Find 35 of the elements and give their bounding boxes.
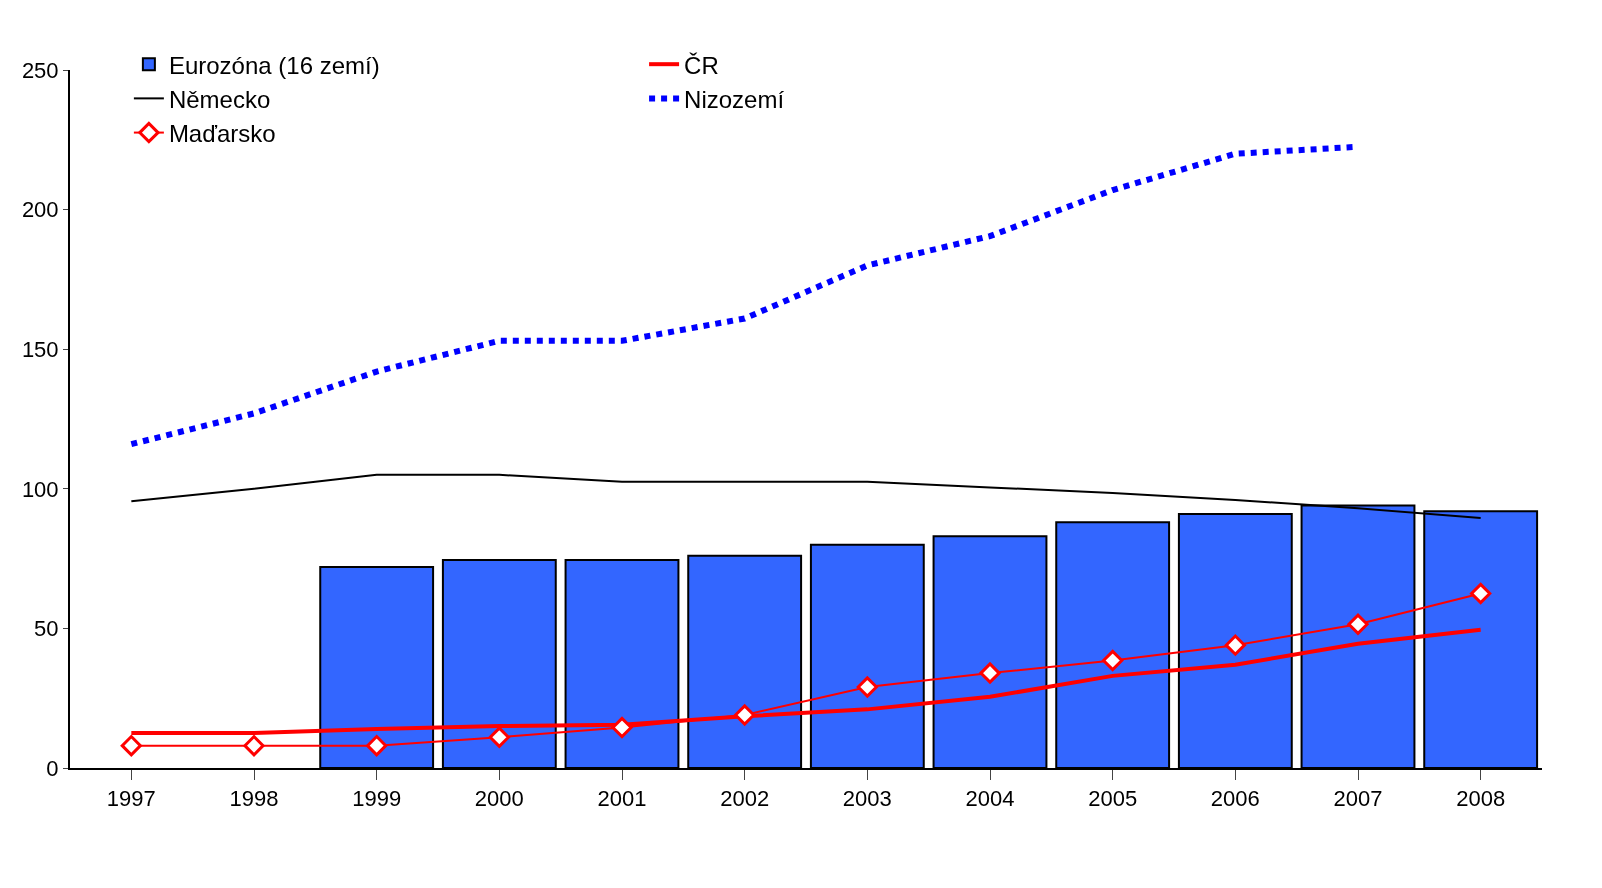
legend-label: Německo bbox=[168, 85, 271, 113]
x-tick-label: 1999 bbox=[352, 786, 402, 812]
x-tick-label: 1998 bbox=[229, 786, 279, 812]
x-tick-label: 2004 bbox=[965, 786, 1015, 812]
point bbox=[611, 716, 633, 739]
x-tick-label: 2005 bbox=[1088, 786, 1138, 812]
y-tick-label: 150 bbox=[21, 336, 59, 362]
point bbox=[734, 704, 756, 726]
x-tick-label: 2002 bbox=[720, 786, 770, 812]
point bbox=[366, 735, 388, 757]
x-tick-label: 2006 bbox=[1210, 786, 1260, 812]
point bbox=[979, 662, 1001, 684]
point bbox=[243, 735, 265, 757]
x-tick-label: 2001 bbox=[597, 786, 647, 812]
y-tick-label: 200 bbox=[21, 197, 59, 223]
point bbox=[1224, 634, 1246, 656]
point bbox=[856, 676, 878, 698]
y-tick-label: 0 bbox=[46, 755, 59, 781]
point bbox=[1347, 613, 1369, 635]
x-tick-label: 2007 bbox=[1333, 786, 1383, 812]
x-tick-label: 2000 bbox=[474, 786, 524, 812]
y-tick-label: 50 bbox=[34, 616, 59, 642]
legend-label: Eurozóna (16 zemí) bbox=[168, 51, 380, 79]
legend-label: ČR bbox=[684, 51, 719, 79]
legend-label: Maďarsko bbox=[168, 119, 276, 147]
x-tick-label: 2003 bbox=[842, 786, 892, 812]
point bbox=[1102, 649, 1124, 672]
y-tick-label: 250 bbox=[21, 57, 59, 83]
legend-label: Nizozemí bbox=[684, 85, 785, 113]
point bbox=[1470, 582, 1492, 605]
x-tick-label: 2008 bbox=[1456, 786, 1506, 812]
y-tick-label: 100 bbox=[21, 476, 59, 502]
x-tick-label: 1997 bbox=[106, 786, 156, 812]
point bbox=[120, 735, 142, 757]
point bbox=[488, 726, 510, 748]
